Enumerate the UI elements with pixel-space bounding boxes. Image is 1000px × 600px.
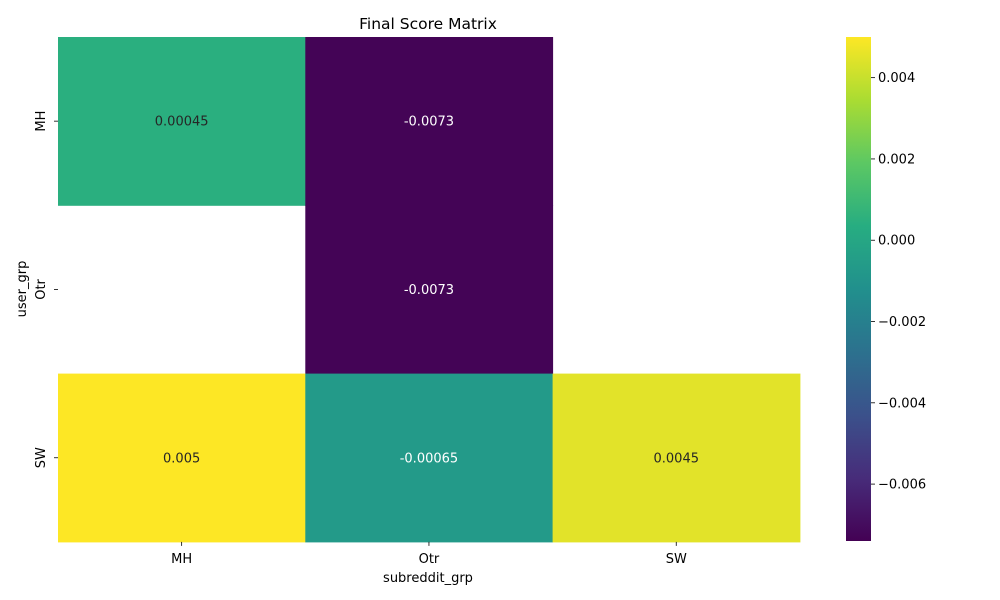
colorbar-tick-label: −0.002 bbox=[878, 315, 926, 330]
x-tick-label: Otr bbox=[419, 552, 440, 567]
cell-value-label: 0.005 bbox=[163, 451, 200, 466]
y-tick-label: Otr bbox=[34, 278, 49, 299]
y-tick-label: MH bbox=[34, 111, 49, 132]
colorbar-tick-label: 0.000 bbox=[878, 234, 915, 249]
cell-value-label: -0.00065 bbox=[400, 451, 458, 466]
colorbar: 0.004 0.002 0.000 −0.002 −0.004 −0.006 bbox=[846, 37, 926, 541]
heatmap-cell-mh-mh bbox=[58, 37, 306, 206]
heatmap-cell-sw-otr bbox=[305, 373, 554, 543]
colorbar-gradient bbox=[846, 37, 871, 541]
colorbar-tick-label: 0.004 bbox=[878, 71, 915, 86]
colorbar-tick-label: −0.004 bbox=[878, 396, 926, 411]
cell-value-label: -0.0073 bbox=[404, 283, 454, 298]
y-axis-title: user_grp bbox=[15, 261, 30, 318]
y-axis: MH Otr SW bbox=[34, 111, 58, 468]
colorbar-tick-label: 0.002 bbox=[878, 152, 915, 167]
cell-value-label: 0.0045 bbox=[654, 451, 700, 466]
heatmap-cell-mh-otr bbox=[305, 37, 554, 206]
colorbar-tick-label: −0.006 bbox=[878, 478, 926, 493]
x-tick-label: MH bbox=[171, 552, 192, 567]
heatmap-cell-sw-sw bbox=[552, 373, 801, 543]
heatmap-cells: 0.00045 -0.0073 -0.0073 0.005 -0.00065 0.0045 bbox=[58, 37, 801, 543]
x-tick-label: SW bbox=[666, 552, 687, 567]
x-axis: MH Otr SW bbox=[171, 541, 687, 567]
x-axis-title: subreddit_grp bbox=[383, 571, 473, 586]
cell-value-label: -0.0073 bbox=[404, 115, 454, 130]
y-tick-label: SW bbox=[34, 447, 49, 468]
cell-value-label: 0.00045 bbox=[155, 115, 209, 130]
heatmap-cell-otr-otr bbox=[305, 205, 554, 375]
heatmap-cell-sw-mh bbox=[58, 373, 306, 543]
chart-title: Final Score Matrix bbox=[359, 15, 497, 33]
